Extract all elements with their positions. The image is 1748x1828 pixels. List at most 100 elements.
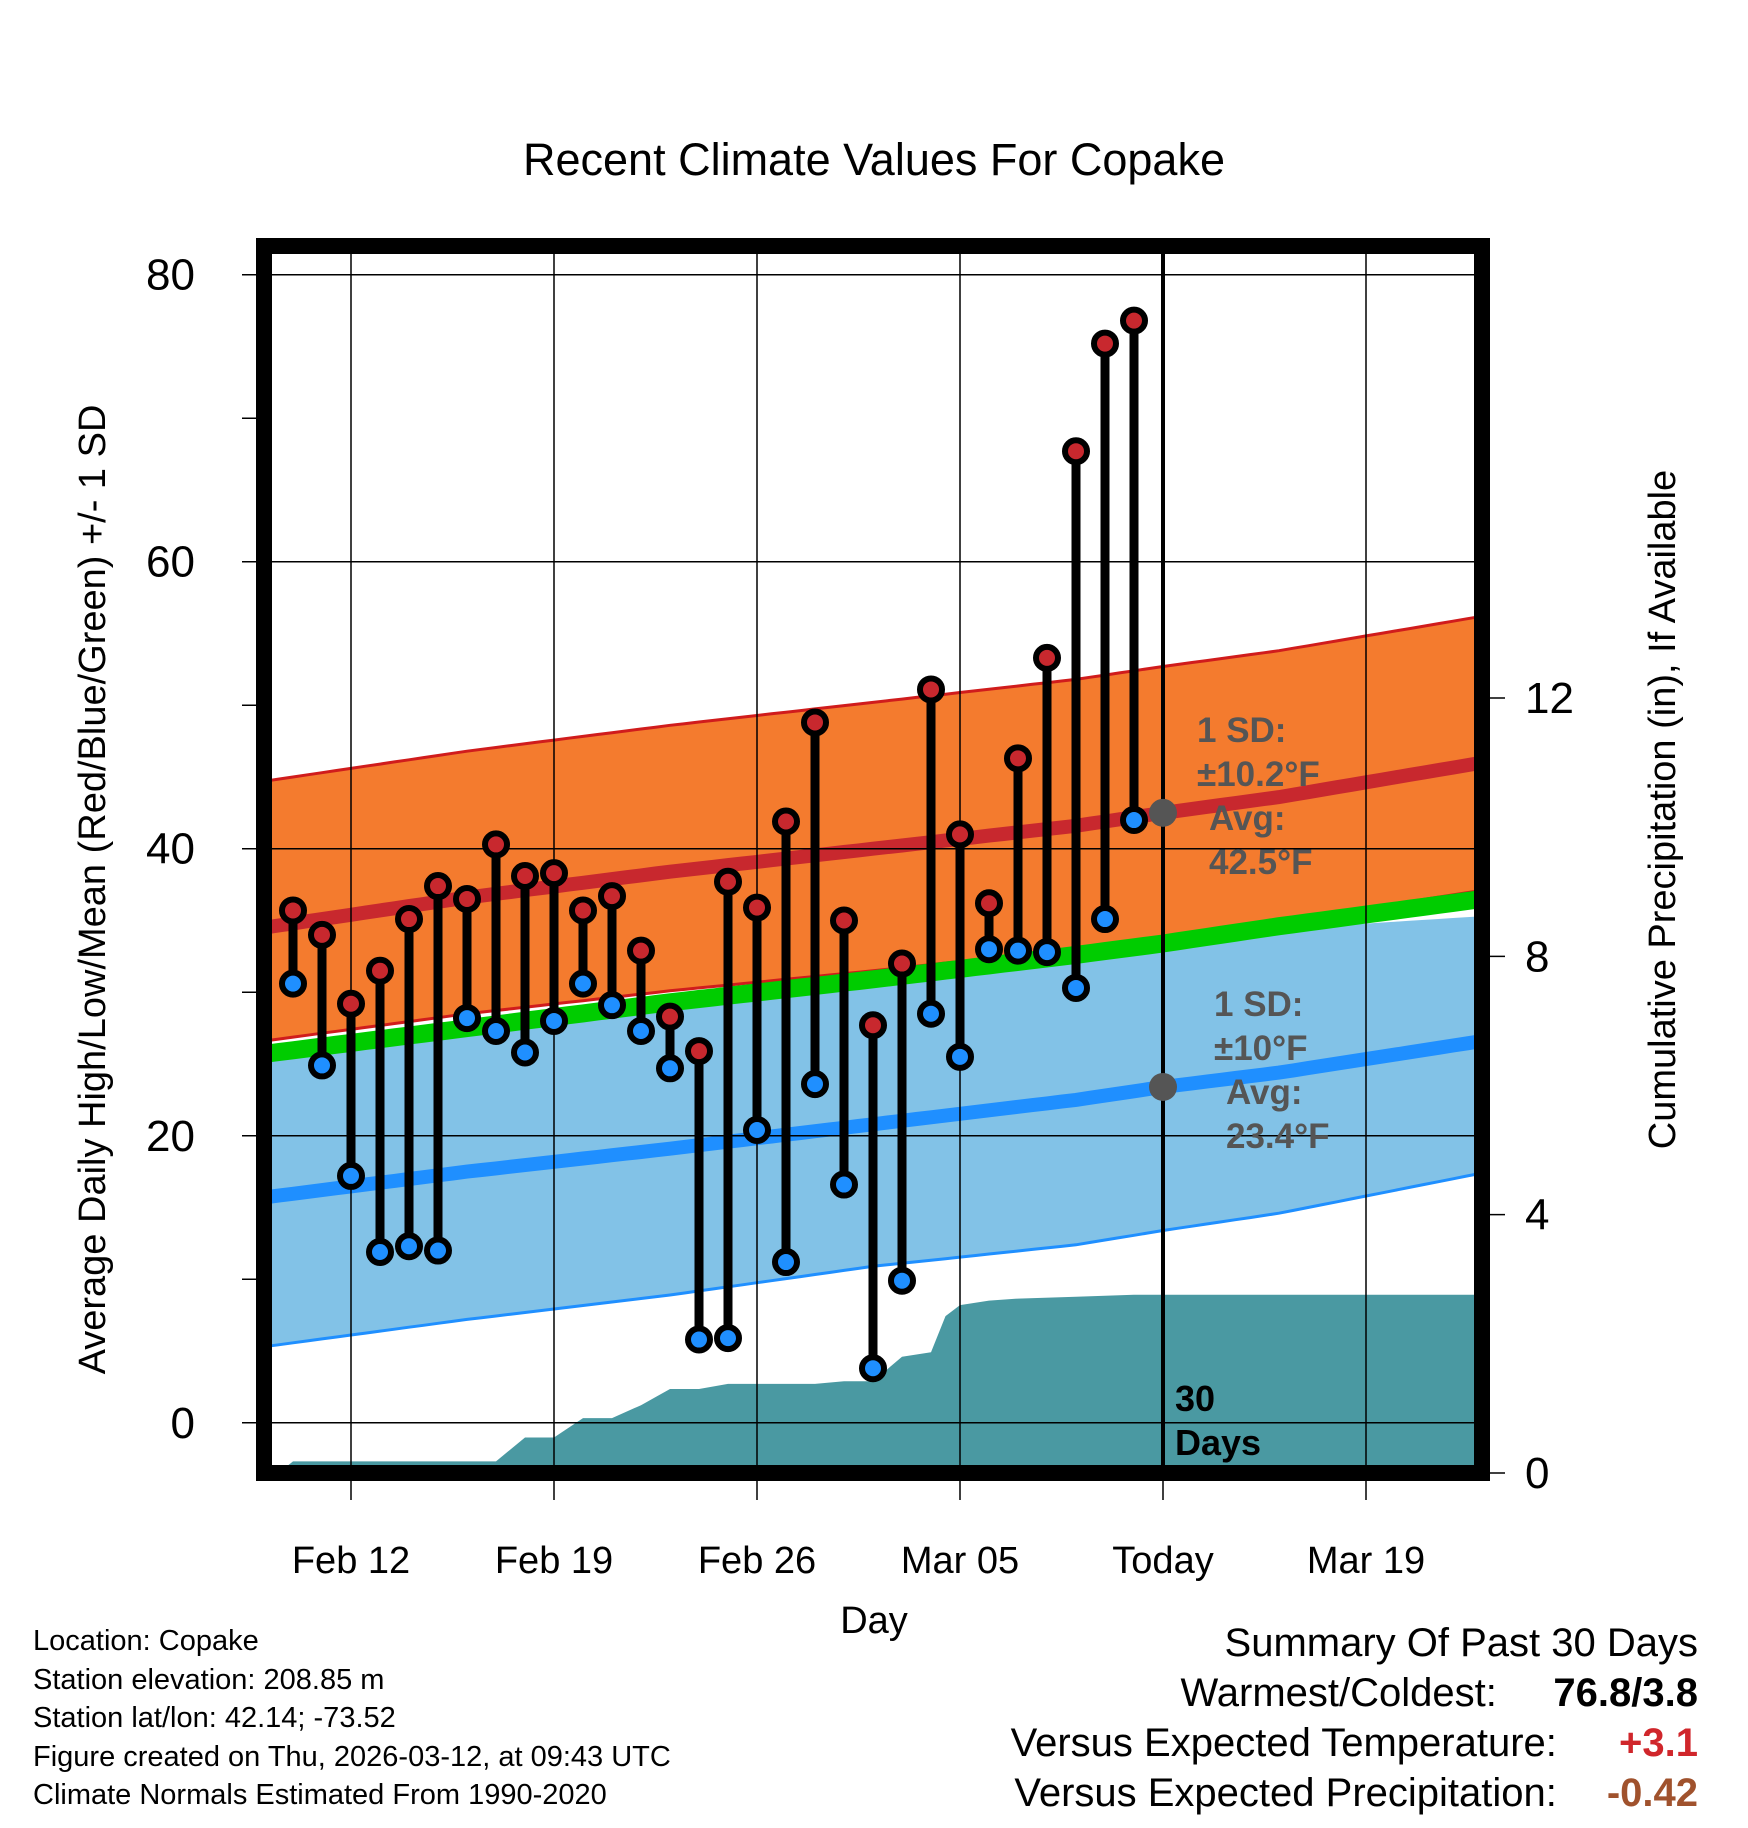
high-temp-point (1120, 306, 1148, 335)
precip-label: Versus Expected Precipitation: (1014, 1771, 1557, 1815)
low-temp-point (569, 969, 597, 998)
high-temp-point (453, 884, 481, 913)
high-temp-point (1091, 329, 1119, 358)
high-sd-upper-line (263, 614, 1483, 783)
annotation-sd-value: ±10°F (1214, 1029, 1308, 1068)
high-temp-point (511, 862, 539, 891)
high-temp-point (917, 675, 945, 704)
y-tick-label: 20 (146, 1112, 195, 1161)
annotation-avg-label: Avg: (1226, 1073, 1302, 1112)
x-tick-label: Feb 26 (698, 1540, 816, 1582)
high-temp-point (569, 896, 597, 925)
low-temp-point (482, 1016, 510, 1045)
station-info: Location: Copake Station elevation: 208.… (33, 1622, 671, 1815)
low-temp-point (743, 1116, 771, 1145)
low-temp-point (917, 999, 945, 1028)
high-temp-point (598, 882, 626, 911)
chart-title: Recent Climate Values For Copake (523, 134, 1225, 185)
annotation-avg-value: 42.5°F (1209, 843, 1313, 882)
high-temp-point (366, 956, 394, 985)
high-temp-point (685, 1037, 713, 1066)
warmest-label: Warmest/Coldest: (1180, 1671, 1497, 1715)
annotation-sd-value: ±10.2°F (1197, 755, 1320, 794)
y2-tick-label: 4 (1525, 1191, 1549, 1240)
temp-label: Versus Expected Temperature: (1010, 1721, 1557, 1765)
low-temp-point (424, 1236, 452, 1265)
high-temp-point (337, 989, 365, 1018)
period-label: 30 (1175, 1378, 1215, 1419)
low-temp-point (772, 1248, 800, 1277)
high-temp-point (424, 872, 452, 901)
low-temp-point (975, 935, 1003, 964)
location-text: Location: Copake (33, 1625, 259, 1657)
low-temp-point (540, 1006, 568, 1035)
y2-tick-label: 12 (1525, 674, 1574, 723)
today-high-marker (1149, 798, 1177, 827)
plot-frame (256, 238, 1490, 1481)
annotation-sd-label: 1 SD: (1197, 711, 1286, 750)
y-tick-label: 60 (146, 538, 195, 587)
summary-title: Summary Of Past 30 Days (1224, 1621, 1698, 1665)
summary-precip-row: Versus Expected Precipitation: -0.42 (1011, 1768, 1698, 1818)
y-tick-label: 40 (146, 825, 195, 874)
low-temp-point (308, 1051, 336, 1080)
x-tick-label: Mar 19 (1307, 1540, 1425, 1582)
low-temp-point (1004, 936, 1032, 965)
summary-temp-row: Versus Expected Temperature: +3.1 (1011, 1718, 1698, 1768)
low-temp-point (598, 991, 626, 1020)
high-temp-point (830, 906, 858, 935)
low-temp-point (801, 1070, 829, 1099)
y2-tick-label: 0 (1525, 1449, 1549, 1498)
precip-anomaly-value: -0.42 (1606, 1771, 1698, 1815)
high-temp-point (859, 1011, 887, 1040)
low-temp-point (888, 1266, 916, 1295)
low-temp-point (511, 1038, 539, 1067)
today-low-marker (1149, 1072, 1177, 1101)
temp-anomaly-value: +3.1 (1619, 1721, 1698, 1765)
high-temp-point (975, 889, 1003, 918)
high-temp-point (888, 949, 916, 978)
normals-text: Climate Normals Estimated From 1990-2020 (33, 1779, 607, 1811)
high-temp-point (801, 708, 829, 737)
high-temp-point (1062, 437, 1090, 466)
low-temp-point (685, 1325, 713, 1354)
latlon-text: Station lat/lon: 42.14; -73.52 (33, 1702, 396, 1734)
y-axis-label: Average Daily High/Low/Mean (Red/Blue/Gr… (72, 405, 114, 1375)
annotation-avg-value: 23.4°F (1226, 1117, 1330, 1156)
high-temp-point (946, 820, 974, 849)
high-temp-point (627, 936, 655, 965)
created-text: Figure created on Thu, 2026-03-12, at 09… (33, 1740, 671, 1773)
high-temp-point (395, 905, 423, 934)
high-temp-point (279, 896, 307, 925)
annotation-sd-label: 1 SD: (1214, 985, 1303, 1024)
summary-panel: Summary Of Past 30 Days Warmest/Coldest:… (1011, 1618, 1698, 1818)
high-temp-point (482, 830, 510, 859)
x-axis-label: Day (840, 1600, 908, 1642)
low-temp-point (1062, 973, 1090, 1002)
plot-layer: 1 SD: ±10.2°F Avg: 42.5°F 1 SD: ±10°F Avg: 23.4… (146, 238, 1574, 1582)
y2-axis-label: Cumulative Precipitation (in), If Availa… (1642, 470, 1684, 1149)
low-temp-point (279, 969, 307, 998)
high-temp-point (1033, 643, 1061, 672)
x-tick-label: Feb 12 (292, 1540, 410, 1582)
low-temp-point (859, 1354, 887, 1383)
warmest-value: 76.8/3.8 (1553, 1671, 1698, 1715)
elevation-text: Station elevation: 208.85 m (33, 1663, 385, 1696)
summary-warmest-row: Warmest/Coldest: 76.8/3.8 (1011, 1668, 1699, 1718)
precipitation-area (264, 1294, 1482, 1473)
high-temp-point (743, 893, 771, 922)
period-label: Days (1175, 1422, 1261, 1463)
y2-tick-label: 8 (1525, 932, 1549, 981)
low-temp-point (1120, 806, 1148, 835)
y-tick-label: 80 (146, 251, 195, 300)
high-temp-point (772, 807, 800, 836)
low-temp-point (830, 1170, 858, 1199)
y-tick-label: 0 (171, 1399, 195, 1448)
annotation-avg-label: Avg: (1209, 799, 1285, 838)
x-tick-label: Today (1112, 1540, 1213, 1582)
low-temp-point (395, 1232, 423, 1261)
low-temp-point (656, 1054, 684, 1083)
high-temp-point (656, 1002, 684, 1031)
low-temp-point (453, 1004, 481, 1033)
